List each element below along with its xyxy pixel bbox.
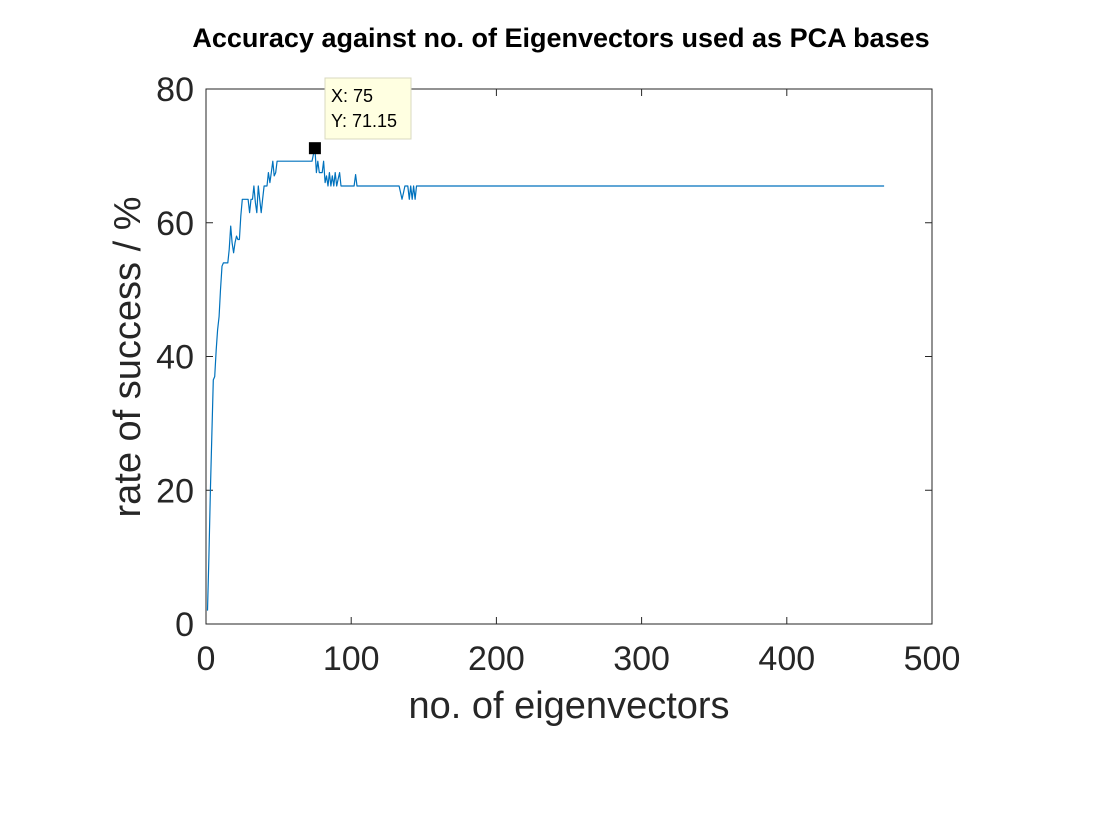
y-tick-label: 0 <box>175 606 194 644</box>
datatip[interactable]: X: 75 Y: 71.15 <box>308 77 412 155</box>
x-tick-label: 100 <box>323 640 380 678</box>
datatip-box <box>324 77 412 140</box>
y-tick-label: 40 <box>156 339 194 377</box>
y-tick-label: 60 <box>156 205 194 243</box>
x-tick-label: 0 <box>197 640 216 678</box>
series-line-accuracy <box>206 147 885 611</box>
y-axis-label: rate of success / % <box>107 196 149 517</box>
y-tick-label: 20 <box>156 472 194 510</box>
x-tick-label: 200 <box>468 640 525 678</box>
datatip-y-label: Y: 71.15 <box>331 111 397 131</box>
x-tick-label: 500 <box>904 640 961 678</box>
x-axis-label: no. of eigenvectors <box>408 685 729 727</box>
x-tick-label: 400 <box>758 640 815 678</box>
plot-area <box>205 88 933 625</box>
x-tick-label: 300 <box>613 640 670 678</box>
y-tick-label: 80 <box>156 71 194 109</box>
datatip-x-label: X: 75 <box>331 86 373 106</box>
chart-title: Accuracy against no. of Eigenvectors use… <box>192 23 929 53</box>
datatip-marker[interactable] <box>308 142 321 155</box>
y-axis: 0 20 40 60 80 <box>156 71 932 644</box>
x-axis: 0 100 200 300 400 500 <box>197 89 961 678</box>
